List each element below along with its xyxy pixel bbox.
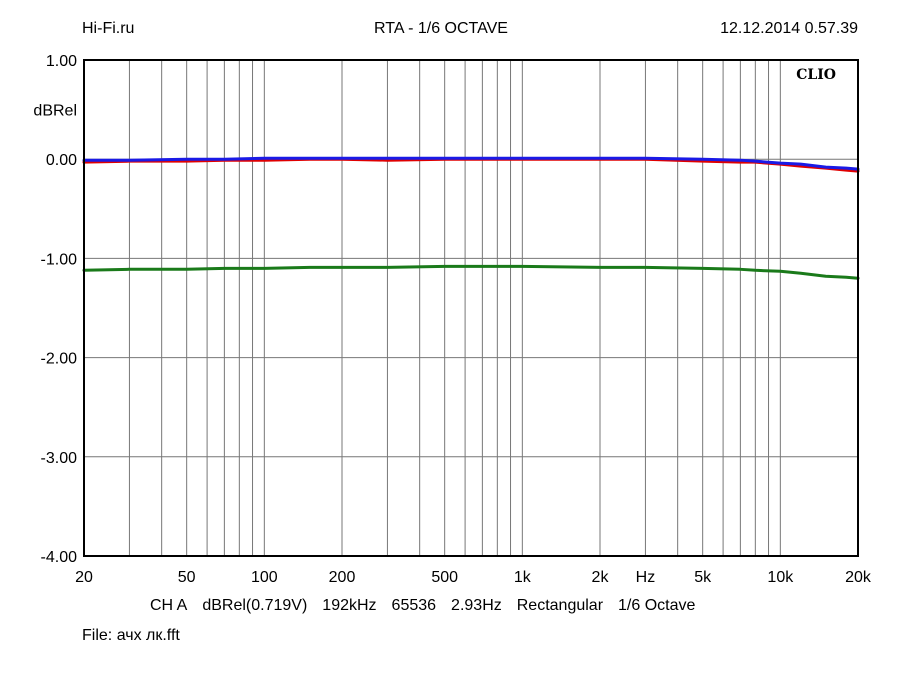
- x-tick-label: 50: [178, 569, 196, 586]
- measurement-settings: CH A dBRel(0.719V) 192kHz 65536 2.93Hz Rectan…: [150, 597, 695, 615]
- header-site-name: Hi-Fi.ru: [82, 20, 135, 37]
- settings-item: 65536: [391, 597, 437, 614]
- file-label: File:: [82, 627, 113, 644]
- header-chart-title: RTA - 1/6 OCTAVE: [374, 20, 508, 37]
- file-name: ачх лк.fft: [116, 627, 180, 644]
- x-tick-label: 20k: [845, 569, 872, 586]
- settings-item: 192kHz: [322, 597, 377, 614]
- chart-grid: [84, 59, 858, 557]
- x-tick-label: 200: [329, 569, 356, 586]
- y-tick-label: -3.00: [41, 450, 78, 467]
- x-tick-label: 10k: [767, 569, 794, 586]
- x-tick-label: 500: [431, 569, 458, 586]
- header-timestamp: 12.12.2014 0.57.39: [720, 20, 858, 37]
- y-tick-label: -4.00: [41, 549, 78, 566]
- y-tick-label: -2.00: [41, 351, 78, 368]
- y-axis-label: dBRel: [33, 103, 77, 120]
- x-tick-label: 100: [251, 569, 278, 586]
- x-tick-label: 20: [75, 569, 93, 586]
- x-tick-label: 1k: [514, 569, 532, 586]
- y-tick-label: 0.00: [46, 152, 77, 169]
- y-tick-label: 1.00: [46, 53, 77, 70]
- settings-item: CH A: [150, 597, 188, 614]
- y-tick-label: -1.00: [41, 251, 78, 268]
- settings-item: Rectangular: [516, 597, 604, 614]
- file-info: File: ачх лк.fft: [82, 627, 180, 645]
- x-tick-label: 5k: [694, 569, 712, 586]
- x-tick-label: 2k: [592, 569, 610, 586]
- series-line-3: [82, 264, 860, 280]
- x-axis-unit-label: Hz: [636, 569, 656, 586]
- settings-item: dBRel(0.719V): [202, 597, 308, 614]
- chart-labels: 1.00 0.00 -1.00 -2.00 -3.00 -4.00 dBRel 20 50 100…: [33, 53, 871, 586]
- plot-frame: [83, 59, 859, 557]
- chart-series-layer: [82, 156, 860, 280]
- series-line-2: [82, 156, 860, 171]
- settings-item: 2.93Hz: [451, 597, 502, 614]
- clio-logo: CLIO: [796, 67, 836, 83]
- settings-item: 1/6 Octave: [618, 597, 696, 614]
